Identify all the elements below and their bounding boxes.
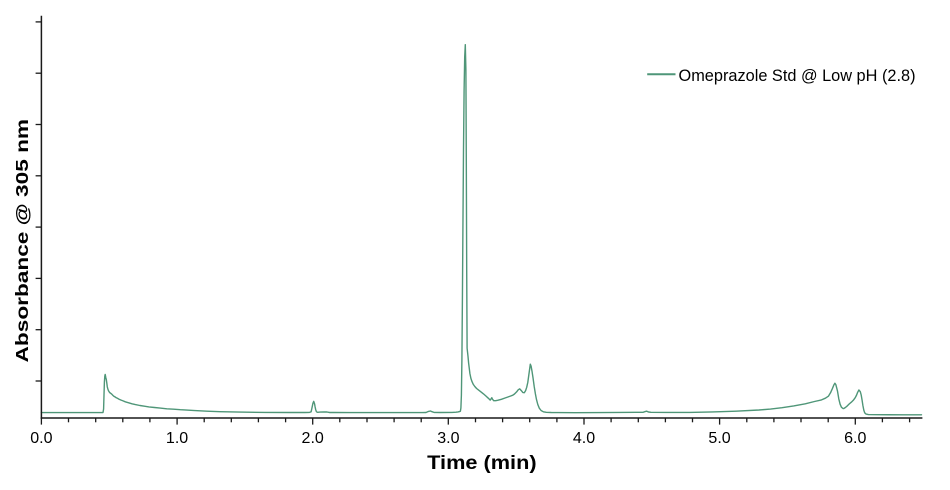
svg-text:4.0: 4.0 [573,430,596,447]
svg-text:5.0: 5.0 [708,430,731,447]
svg-text:Time (min): Time (min) [427,452,536,474]
svg-text:1.0: 1.0 [166,430,189,447]
svg-text:3.0: 3.0 [437,430,460,447]
svg-text:0.0: 0.0 [30,430,53,447]
svg-text:2.0: 2.0 [302,430,325,447]
svg-text:Omeprazole Std @ Low pH (2.8): Omeprazole Std @ Low pH (2.8) [679,66,916,85]
svg-text:Absorbance @ 305 nm: Absorbance @ 305 nm [12,119,32,363]
svg-text:6.0: 6.0 [844,430,867,447]
